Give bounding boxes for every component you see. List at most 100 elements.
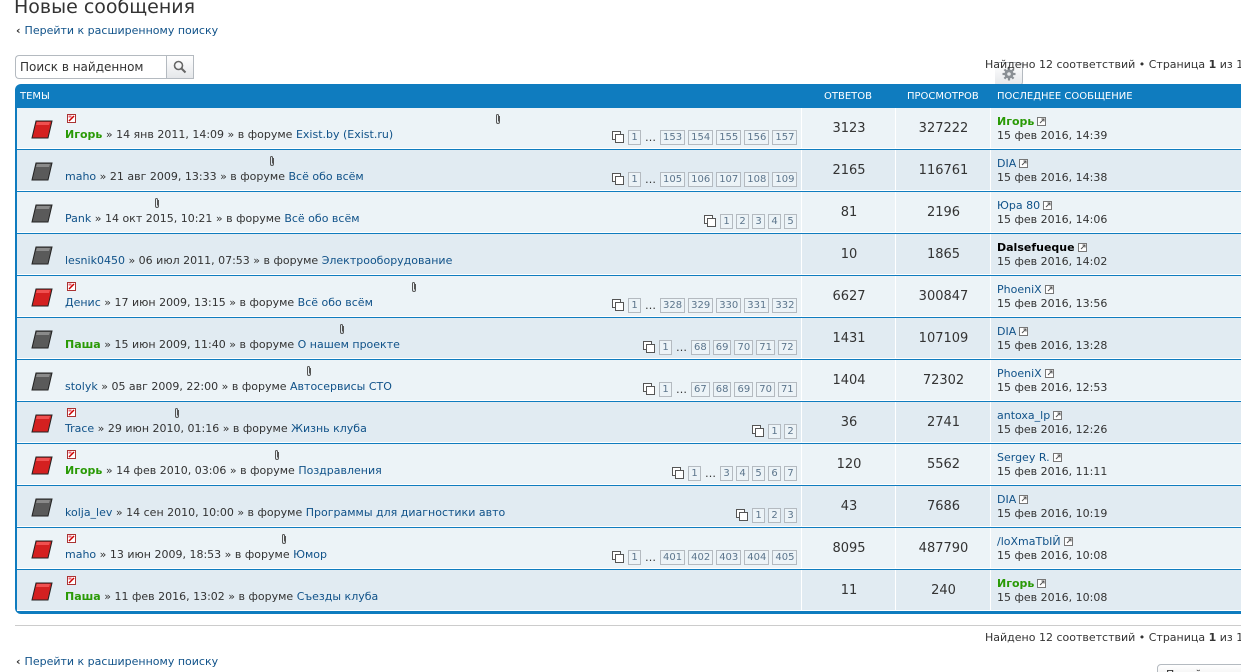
- topic-forum-link[interactable]: Программы для диагностики авто: [305, 506, 506, 519]
- topic-forum-link[interactable]: Съезды клуба: [296, 590, 379, 603]
- search-button[interactable]: [166, 55, 194, 79]
- topic-row[interactable]: Денис » 17 июн 2009, 13:15 » в форуме Вс…: [17, 276, 1241, 317]
- topic-author-link[interactable]: lesnik0450: [65, 254, 125, 267]
- go-to-last-post-icon[interactable]: [1043, 201, 1053, 211]
- topic-forum-link[interactable]: Всё обо всём: [288, 170, 364, 183]
- page-link[interactable]: 68: [691, 339, 710, 355]
- topic-forum-link[interactable]: Поздравления: [298, 464, 382, 477]
- page-link[interactable]: 404: [744, 549, 770, 565]
- page-link[interactable]: 330: [716, 297, 742, 313]
- page-link[interactable]: 2: [736, 213, 749, 229]
- topic-forum-link[interactable]: Автосервисы СТО: [290, 380, 392, 393]
- page-link[interactable]: 70: [756, 381, 775, 397]
- topic-author-link[interactable]: maho: [65, 170, 97, 183]
- topic-row[interactable]: Pank » 14 окт 2015, 10:21 » в форуме Всё…: [17, 192, 1241, 233]
- new-post-icon[interactable]: [67, 282, 76, 291]
- page-link[interactable]: 107: [716, 171, 742, 187]
- go-to-last-post-icon[interactable]: [1037, 579, 1047, 589]
- last-post-author-link[interactable]: Dalsefueque: [997, 241, 1075, 254]
- page-link[interactable]: 155: [716, 129, 742, 145]
- page-link[interactable]: 5: [752, 465, 765, 481]
- go-to-last-post-icon[interactable]: [1077, 243, 1088, 253]
- new-post-icon[interactable]: [67, 450, 76, 459]
- topic-author-link[interactable]: Паша: [65, 338, 101, 351]
- page-link[interactable]: 6: [768, 465, 781, 481]
- last-post-author-link[interactable]: DIA: [997, 493, 1017, 506]
- topic-row[interactable]: Trace » 29 июн 2010, 01:16 » в форуме Жи…: [17, 402, 1241, 443]
- page-link[interactable]: 68: [712, 381, 732, 397]
- topic-row[interactable]: maho » 13 июн 2009, 18:53 » в форуме Юмо…: [17, 528, 1241, 569]
- topic-author-link[interactable]: stolyk: [65, 380, 98, 393]
- go-to-last-post-icon[interactable]: [1037, 117, 1047, 127]
- page-link[interactable]: 67: [691, 381, 710, 397]
- topic-author-link[interactable]: Игорь: [65, 464, 103, 477]
- page-link[interactable]: 105: [660, 171, 686, 187]
- last-post-author-link[interactable]: DIA: [997, 325, 1017, 338]
- topic-row[interactable]: Игорь » 14 янв 2011, 14:09 » в форуме Ex…: [17, 108, 1241, 149]
- page-link[interactable]: 328: [660, 297, 686, 313]
- page-link[interactable]: 3: [720, 465, 733, 481]
- go-to-last-post-icon[interactable]: [1044, 369, 1055, 379]
- topic-author-link[interactable]: Паша: [65, 590, 101, 603]
- page-link[interactable]: 108: [744, 171, 770, 187]
- page-link[interactable]: 405: [772, 549, 798, 565]
- last-post-author-link[interactable]: /loXmaTbIЙ: [997, 535, 1061, 548]
- advanced-search-link-bottom[interactable]: ‹ Перейти к расширенному поиску: [16, 655, 219, 668]
- topic-forum-link[interactable]: Жизнь клуба: [291, 422, 367, 435]
- go-to-last-post-icon[interactable]: [1019, 159, 1029, 169]
- page-link[interactable]: 109: [772, 171, 798, 187]
- new-post-icon[interactable]: [67, 114, 76, 123]
- last-post-author-link[interactable]: Sergey R.: [997, 451, 1050, 464]
- page-link[interactable]: 401: [660, 549, 686, 565]
- topic-row[interactable]: Игорь » 14 фев 2010, 03:06 » в форуме По…: [17, 444, 1241, 485]
- topic-forum-link[interactable]: Электрооборудование: [321, 254, 453, 267]
- topic-row[interactable]: kolja_lev » 14 сен 2010, 10:00 » в форум…: [17, 486, 1241, 527]
- topic-row[interactable]: lesnik0450 » 06 июл 2011, 07:53 » в фору…: [17, 234, 1241, 275]
- page-link[interactable]: 3: [784, 507, 797, 523]
- topic-author-link[interactable]: Pank: [65, 212, 92, 225]
- go-to-last-post-icon[interactable]: [1063, 537, 1074, 547]
- page-link[interactable]: 331: [744, 297, 770, 313]
- page-link[interactable]: 1: [659, 381, 672, 397]
- topic-row[interactable]: maho » 21 авг 2009, 13:33 » в форуме Всё…: [17, 150, 1241, 191]
- last-post-author-link[interactable]: Игорь: [997, 577, 1035, 590]
- page-link[interactable]: 1: [659, 339, 672, 355]
- last-post-author-link[interactable]: DIA: [997, 157, 1017, 170]
- topic-author-link[interactable]: Trace: [65, 422, 95, 435]
- page-link[interactable]: 156: [744, 129, 770, 145]
- topic-author-link[interactable]: maho: [65, 548, 97, 561]
- topic-forum-link[interactable]: О нашем проекте: [297, 338, 400, 351]
- topic-row[interactable]: Паша » 15 июн 2009, 11:40 » в форуме О н…: [17, 318, 1241, 359]
- page-link[interactable]: 1: [768, 423, 781, 439]
- go-button[interactable]: Перейти: [1157, 664, 1241, 672]
- page-link[interactable]: 157: [772, 129, 798, 145]
- page-link[interactable]: 7: [784, 465, 797, 481]
- page-link[interactable]: 329: [688, 297, 714, 313]
- page-link[interactable]: 69: [712, 339, 732, 355]
- go-to-last-post-icon[interactable]: [1053, 411, 1063, 421]
- last-post-author-link[interactable]: Юра 80: [997, 199, 1041, 212]
- page-link[interactable]: 3: [752, 213, 765, 229]
- last-post-author-link[interactable]: PhoeniX: [997, 283, 1042, 296]
- topic-row[interactable]: stolyk » 05 авг 2009, 22:00 » в форуме А…: [17, 360, 1241, 401]
- page-link[interactable]: 69: [734, 381, 754, 397]
- topic-row[interactable]: Паша » 11 фев 2016, 13:02 » в форуме Съе…: [17, 570, 1241, 611]
- page-link[interactable]: 1: [688, 465, 701, 481]
- topic-author-link[interactable]: kolja_lev: [65, 506, 113, 519]
- new-post-icon[interactable]: [67, 408, 76, 417]
- go-to-last-post-icon[interactable]: [1052, 453, 1063, 463]
- page-link[interactable]: 1: [628, 549, 641, 565]
- page-link[interactable]: 403: [716, 549, 742, 565]
- new-post-icon[interactable]: [67, 534, 76, 543]
- page-link[interactable]: 70: [734, 339, 754, 355]
- page-link[interactable]: 71: [777, 381, 797, 397]
- page-link[interactable]: 1: [628, 129, 641, 145]
- last-post-author-link[interactable]: antoxa_lp: [997, 409, 1051, 422]
- page-link[interactable]: 5: [784, 213, 797, 229]
- page-link[interactable]: 4: [768, 213, 781, 229]
- page-link[interactable]: 402: [688, 549, 714, 565]
- page-link[interactable]: 154: [688, 129, 714, 145]
- last-post-author-link[interactable]: PhoeniX: [997, 367, 1042, 380]
- page-link[interactable]: 106: [688, 171, 714, 187]
- page-link[interactable]: 2: [768, 507, 781, 523]
